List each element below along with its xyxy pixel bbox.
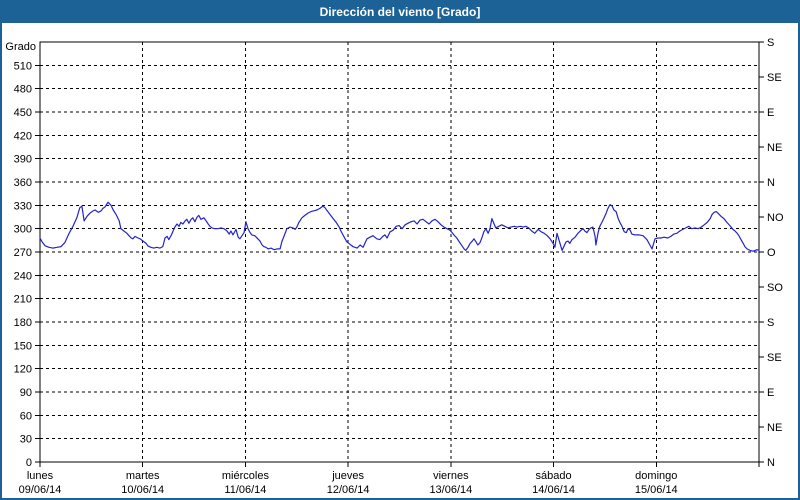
y-axis-tick-label: 390 — [14, 154, 32, 166]
compass-label: SE — [767, 72, 782, 84]
x-axis-date-label: 10/06/14 — [121, 484, 164, 496]
y-axis-tick-label: 270 — [14, 247, 32, 259]
y-axis-tick-label: 450 — [14, 107, 32, 119]
y-axis-tick-label: 360 — [14, 177, 32, 189]
x-axis-date-label: 11/06/14 — [224, 484, 266, 496]
compass-label: NE — [767, 422, 782, 434]
x-axis-day-label: martes — [126, 470, 160, 482]
y-axis-tick-label: 420 — [14, 130, 32, 142]
compass-label: SO — [767, 282, 783, 294]
compass-label: E — [767, 107, 774, 119]
y-axis-tick-label: 90 — [20, 387, 32, 399]
x-axis-day-label: lunes — [27, 470, 54, 482]
x-axis-day-label: domingo — [635, 470, 677, 482]
compass-label: S — [767, 37, 774, 49]
x-axis-date-label: 15/06/14 — [635, 484, 678, 496]
y-axis-tick-label: 510 — [14, 60, 32, 72]
x-axis-date-label: 09/06/14 — [19, 484, 62, 496]
compass-label: NO — [767, 212, 784, 224]
chart-title: Dirección del viento [Grado] — [319, 5, 481, 19]
y-axis-tick-label: 300 — [14, 224, 32, 236]
x-axis-date-label: 13/06/14 — [429, 484, 472, 496]
y-axis-tick-label: 330 — [14, 200, 32, 212]
x-axis-date-label: 12/06/14 — [327, 484, 370, 496]
x-axis-day-label: jueves — [331, 470, 364, 482]
x-axis-date-label: 14/06/14 — [532, 484, 575, 496]
compass-label: S — [767, 317, 774, 329]
compass-label: N — [767, 177, 775, 189]
y-axis-tick-label: 180 — [14, 317, 32, 329]
compass-label: SE — [767, 352, 782, 364]
compass-label: NE — [767, 142, 782, 154]
compass-label: E — [767, 387, 774, 399]
y-axis-tick-label: 480 — [14, 84, 32, 96]
y-axis-title: Grado — [5, 41, 36, 53]
y-axis-tick-label: 240 — [14, 270, 32, 282]
y-axis-tick-label: 210 — [14, 294, 32, 306]
y-axis-tick-label: 60 — [20, 410, 32, 422]
compass-label: N — [767, 457, 775, 469]
x-axis-day-label: miércoles — [222, 470, 270, 482]
wind-direction-line — [39, 201, 760, 252]
title-bar: Dirección del viento [Grado] — [2, 2, 798, 23]
compass-label: O — [767, 247, 776, 259]
y-axis-tick-label: 120 — [14, 364, 32, 376]
x-axis-day-label: viernes — [433, 470, 469, 482]
y-axis-tick-label: 0 — [26, 457, 32, 469]
x-axis-day-label: sábado — [536, 470, 572, 482]
y-axis-tick-label: 30 — [20, 434, 32, 446]
y-axis-tick-label: 150 — [14, 340, 32, 352]
plot-border — [39, 41, 760, 463]
